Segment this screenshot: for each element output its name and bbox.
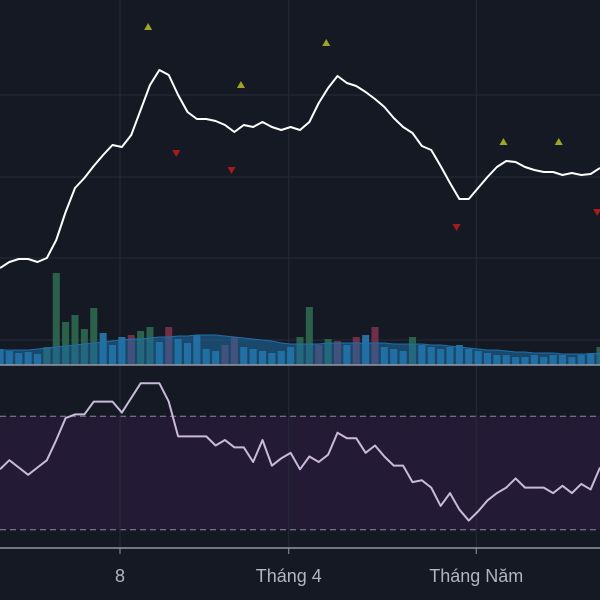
rsi-band [0, 416, 600, 530]
x-tick-label: 8 [115, 566, 125, 586]
price-line [0, 69, 600, 269]
volume-bar [62, 322, 70, 365]
volume-average [0, 334, 600, 366]
x-tick-label: Tháng Năm [429, 566, 523, 586]
sell-marker [452, 224, 461, 231]
x-tick-label: Tháng 4 [256, 566, 322, 586]
volume-bar [71, 315, 79, 365]
buy-marker [554, 138, 563, 145]
sell-marker [227, 167, 236, 174]
rsi-line [0, 382, 600, 522]
sell-marker [593, 209, 600, 216]
volume-bar [52, 273, 60, 365]
buy-marker [144, 23, 153, 30]
volume-bar [90, 308, 98, 365]
sell-marker [172, 150, 181, 157]
volume-bar [305, 307, 313, 365]
buy-marker [499, 138, 508, 145]
buy-marker [322, 39, 331, 46]
buy-marker [236, 81, 245, 88]
